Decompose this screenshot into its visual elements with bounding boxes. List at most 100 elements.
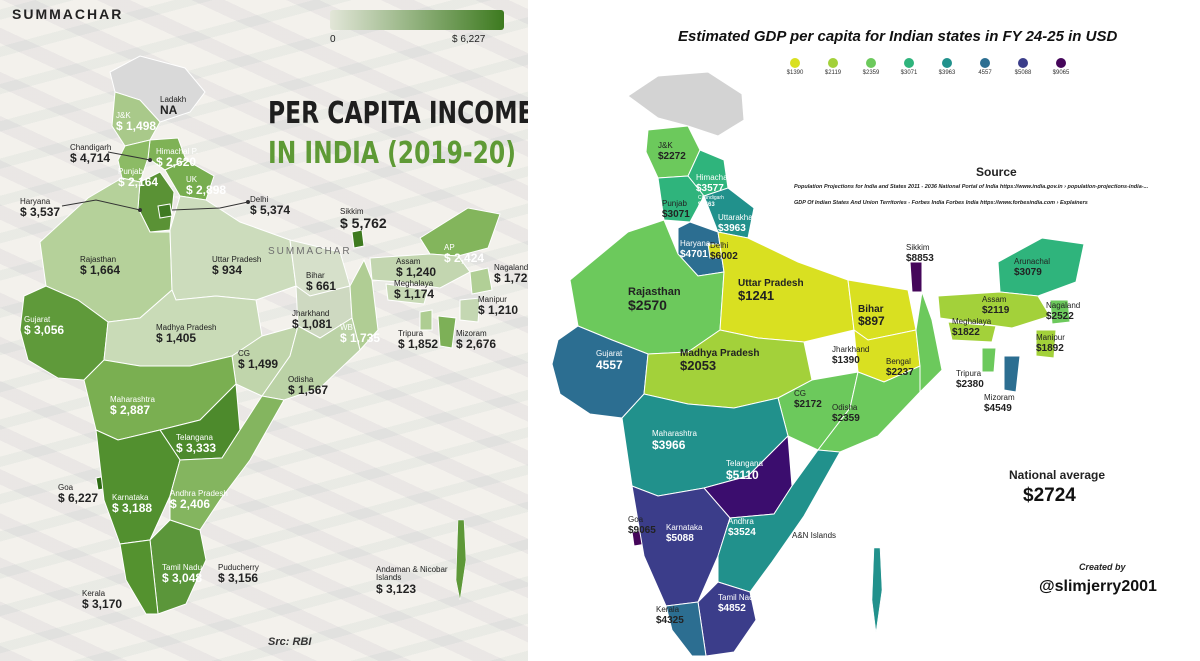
watermark: SUMMACHAR	[268, 246, 352, 257]
label-uk: UK $ 2,898	[186, 175, 227, 198]
label-nagaland: Nagaland$ 1,721	[494, 263, 528, 286]
rlabel-tripura: Tripura $2380	[956, 369, 984, 390]
rlabel-mp: Madhya Pradesh $2053	[680, 348, 760, 373]
label-puducherry: Puducherry $ 3,156	[218, 563, 259, 586]
rlabel-andhra: Andhra $3524	[728, 517, 756, 538]
r-kerala	[665, 601, 707, 657]
label-meghalaya: Meghalaya $ 1,174	[394, 279, 435, 302]
rlabel-jk: J&K $2272	[658, 141, 686, 162]
label-rajasthan: Rajasthan $ 1,664	[80, 255, 121, 278]
label-tripura: Tripura $ 1,852	[398, 329, 439, 352]
rlabel-sikkim: Sikkim $8853	[906, 243, 934, 264]
label-manipur: Manipur $ 1,210	[478, 295, 519, 318]
right-title: Estimated GDP per capita for Indian stat…	[678, 28, 1118, 45]
label-sikkim: Sikkim $ 5,762	[340, 207, 387, 232]
rlabel-himachal: Himachal $3577	[696, 173, 730, 194]
legend-item: $9065	[1044, 58, 1078, 76]
source-line-2: GDP Of Indian States And Union Territori…	[794, 200, 1088, 206]
delhi-connector	[171, 201, 249, 211]
author-handle: @slimjerry2001	[1039, 578, 1157, 595]
r-andhra	[717, 449, 841, 593]
legend-item: $2119	[816, 58, 850, 76]
region-assam	[369, 253, 471, 289]
label-bihar: Bihar $ 661	[306, 271, 337, 294]
rlabel-gujarat: Gujarat 4557	[596, 349, 623, 372]
left-map-panel: SUMMACHAR 0 $ 6,227	[0, 0, 528, 661]
right-map-panel: Estimated GDP per capita for Indian stat…	[528, 0, 1200, 661]
rlabel-jharkhand: Jharkhand $1390	[832, 345, 870, 366]
r-assam	[937, 291, 1051, 329]
rlabel-punjab: Punjab $3071	[662, 199, 690, 220]
label-mizoram: Mizoram $ 2,676	[456, 329, 497, 352]
r-nagaland	[1049, 299, 1071, 325]
region-andhra	[169, 395, 285, 531]
label-jharkhand: Jharkhand $ 1,081	[292, 309, 333, 332]
brand-logo: SUMMACHAR	[12, 6, 124, 22]
label-ladakh: Ladakh NA	[160, 95, 187, 118]
legend-item: $1390	[778, 58, 812, 76]
legend-min-label: 0	[330, 34, 336, 45]
india-map-left	[19, 55, 501, 615]
label-chandigarh: Chandigarh $ 4,714	[70, 143, 112, 166]
legend-item: $3071	[892, 58, 926, 76]
region-sikkim	[351, 229, 365, 249]
label-goa: Goa $ 6,227	[58, 483, 99, 506]
r-uk	[703, 187, 755, 239]
r-mizoram	[1003, 355, 1021, 393]
region-uk	[164, 159, 215, 201]
rlabel-haryana: Haryana $4701	[680, 239, 711, 260]
left-title-line2: IN INDIA (2019-20)	[268, 136, 516, 171]
label-assam: Assam $ 1,240	[396, 257, 437, 280]
rlabel-rajasthan: Rajasthan $2570	[628, 286, 681, 314]
created-by-label: Created by	[1079, 562, 1126, 572]
rlabel-tn: Tamil Nadu $4852	[718, 593, 759, 614]
rlabel-goa: Goa $9065	[628, 515, 656, 536]
national-average-value: $2724	[1023, 485, 1076, 506]
legend-item: 4557	[968, 58, 1002, 76]
rlabel-assam: Assam $2119	[982, 295, 1010, 316]
r-an-islands	[871, 547, 883, 633]
source-note: Src: RBI	[268, 636, 312, 648]
r-ladakh	[627, 71, 745, 137]
source-heading: Source	[976, 165, 1017, 179]
rlabel-manipur: Manipur $1892	[1036, 333, 1065, 354]
label-telangana: Telangana $ 3,333	[176, 433, 217, 456]
label-himachal: Himachal P. $ 2,620	[156, 147, 199, 170]
region-meghalaya	[385, 283, 429, 305]
label-mp: Madhya Pradesh $ 1,405	[156, 323, 217, 346]
label-an-islands: Andaman & Nicobar Islands $ 3,123	[376, 565, 448, 596]
r-sikkim	[909, 261, 923, 293]
label-jk: J&K $ 1,498	[116, 111, 157, 134]
india-map-right	[551, 71, 1085, 657]
label-kerala: Kerala $ 3,170	[82, 589, 123, 612]
r-punjab	[657, 175, 705, 223]
legend-item: $3963	[930, 58, 964, 76]
label-delhi: Delhi $ 5,374	[250, 195, 291, 218]
rlabel-uk: Uttarakhand $3963	[718, 213, 762, 234]
national-average-label: National average	[1009, 468, 1106, 482]
rlabel-an-islands: A&N Islands	[792, 531, 837, 540]
rlabel-meghalaya: Meghalaya $1822	[952, 317, 992, 338]
rlabel-odisha: Odisha $2359	[832, 403, 860, 424]
region-nagaland	[469, 267, 493, 295]
region-odisha	[261, 317, 361, 401]
label-haryana: Haryana $ 3,537	[20, 197, 61, 220]
rlabel-chandigarh: Chandigarh $4463	[698, 195, 724, 208]
rlabel-arunachal: Arunachal $3079	[1014, 257, 1051, 278]
label-up: Uttar Pradesh $ 934	[212, 255, 262, 278]
r-odisha	[817, 365, 921, 453]
label-wb: WB $ 1,735	[340, 323, 381, 346]
region-manipur	[459, 297, 481, 323]
label-punjab: Punjab $ 2,164	[118, 167, 159, 190]
rlabel-maharashtra: Maharashtra $3966	[652, 429, 697, 452]
label-cg: CG $ 1,499	[238, 349, 279, 372]
source-line-1: Population Projections for India and Sta…	[794, 184, 1149, 190]
label-karnataka: Karnataka $ 3,188	[112, 493, 153, 516]
color-legend-bar	[330, 10, 504, 30]
haryana-connector	[61, 199, 141, 211]
rlabel-cg: CG $2172	[794, 389, 822, 410]
region-tripura	[419, 309, 433, 331]
label-maharashtra: Maharashtra $ 2,887	[110, 395, 155, 418]
region-delhi	[157, 203, 173, 219]
rlabel-nagaland: Nagaland $2522	[1046, 301, 1081, 322]
